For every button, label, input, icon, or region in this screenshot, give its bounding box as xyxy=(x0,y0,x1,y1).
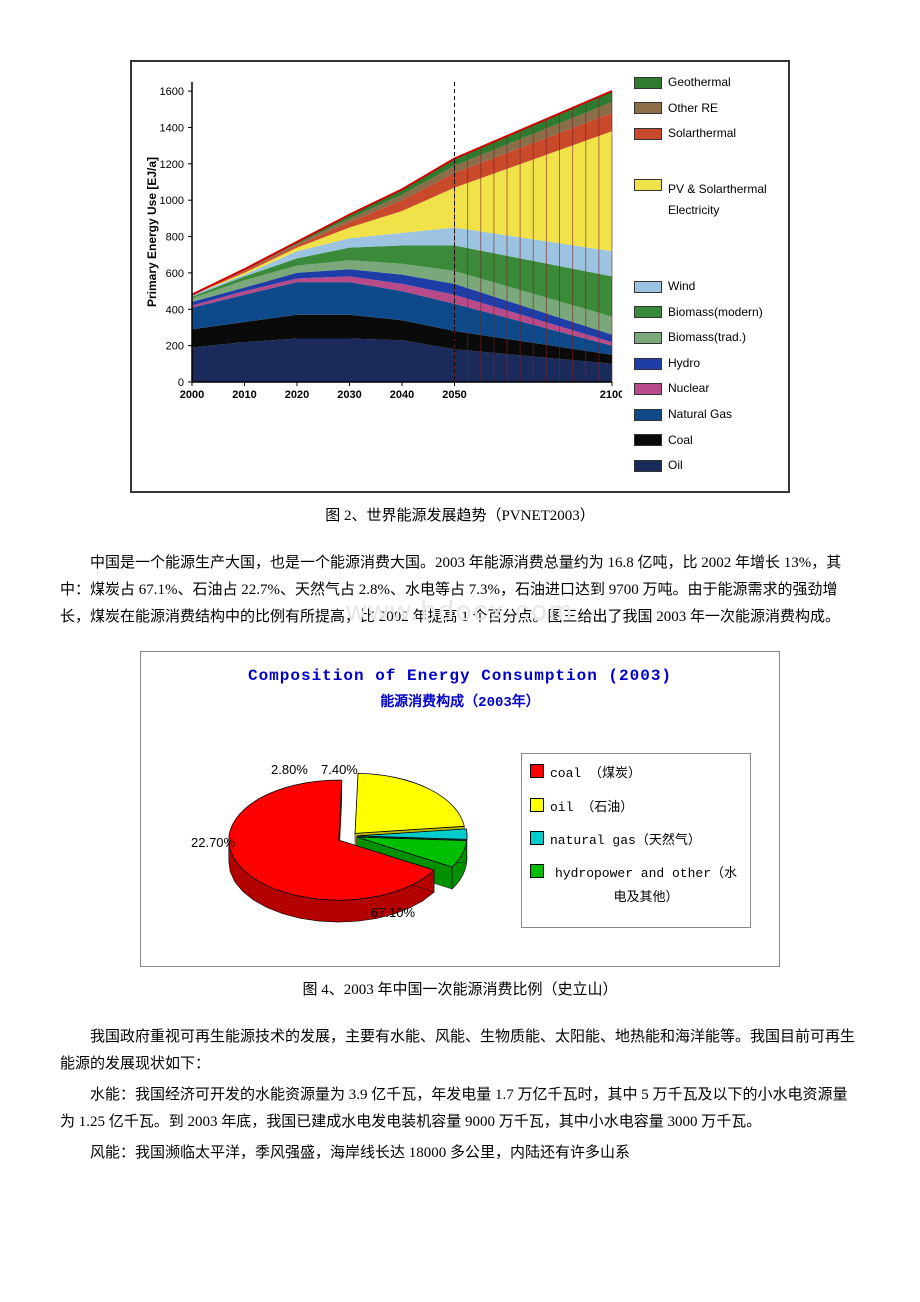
svg-text:2040: 2040 xyxy=(390,389,414,401)
paragraph-3: 水能：我国经济可开发的水能资源量为 3.9 亿千瓦，年发电量 1.7 万亿千瓦时… xyxy=(60,1082,860,1136)
legend-item: Biomass(trad.) xyxy=(634,327,778,349)
area-chart-box: 0 200 400 600 800 1000 1200 1400 1600 2000 2010 202… xyxy=(130,60,790,493)
pie-slice-label: 2.80% xyxy=(271,758,308,781)
svg-text:1600: 1600 xyxy=(160,86,184,98)
legend-item: Coal xyxy=(634,430,778,452)
svg-text:1200: 1200 xyxy=(160,159,184,171)
pie-chart-legend: coal （煤炭） oil （石油） natural gas（天然气） hydropo… xyxy=(521,753,751,928)
pie-chart-box: Composition of Energy Consumption (2003)… xyxy=(140,651,780,967)
legend-item: Hydro xyxy=(634,353,778,375)
svg-text:2010: 2010 xyxy=(232,389,256,401)
paragraph-4: 风能：我国濒临太平洋，季风强盛，海岸线长达 18000 多公里，内陆还有许多山系 xyxy=(60,1140,860,1167)
svg-text:2030: 2030 xyxy=(337,389,361,401)
svg-text:600: 600 xyxy=(166,268,184,280)
area-chart-figure: 0 200 400 600 800 1000 1200 1400 1600 2000 2010 202… xyxy=(60,60,860,530)
svg-text:2020: 2020 xyxy=(285,389,309,401)
pie-legend-item: oil （石油） xyxy=(530,796,742,819)
pie-title-en: Composition of Energy Consumption (2003) xyxy=(151,662,769,691)
pie-legend-item: coal （煤炭） xyxy=(530,762,742,785)
pie-legend-item: natural gas（天然气） xyxy=(530,829,742,852)
svg-text:1400: 1400 xyxy=(160,122,184,134)
paragraph-1: 中国是一个能源生产大国，也是一个能源消费大国。2003 年能源消费总量约为 16… xyxy=(60,550,860,631)
svg-text:0: 0 xyxy=(178,377,184,389)
svg-text:400: 400 xyxy=(166,304,184,316)
legend-item: Oil xyxy=(634,455,778,477)
legend-item: Nuclear xyxy=(634,378,778,400)
area-chart-plot: 0 200 400 600 800 1000 1200 1400 1600 2000 2010 202… xyxy=(142,72,622,422)
pie-slice-label: 22.70% xyxy=(191,831,235,854)
svg-text:2050: 2050 xyxy=(442,389,466,401)
legend-item: Other RE xyxy=(634,98,778,120)
legend-item: Natural Gas xyxy=(634,404,778,426)
paragraph-2: 我国政府重视可再生能源技术的发展，主要有水能、风能、生物质能、太阳能、地热能和海… xyxy=(60,1024,860,1078)
pie-legend-item: hydropower and other（水电及其他） xyxy=(530,862,742,909)
svg-text:Primary Energy Use [EJ/a]: Primary Energy Use [EJ/a] xyxy=(145,157,159,307)
paragraph-block-1: 中国是一个能源生产大国，也是一个能源消费大国。2003 年能源消费总量约为 16… xyxy=(60,550,860,631)
pie-chart-caption: 图 4、2003 年中国一次能源消费比例（史立山） xyxy=(60,977,860,1004)
svg-text:1000: 1000 xyxy=(160,195,184,207)
legend-item: Solarthermal xyxy=(634,123,778,145)
pie-chart-plot: 67.10% 22.70% 2.80% 7.40% xyxy=(151,726,511,956)
legend-item: Wind xyxy=(634,276,778,298)
svg-text:200: 200 xyxy=(166,341,184,353)
svg-text:800: 800 xyxy=(166,232,184,244)
area-chart-caption: 图 2、世界能源发展趋势（PVNET2003） xyxy=(60,503,860,530)
legend-item: PV & Solarthermal Electricity xyxy=(634,179,778,222)
pie-slice-label: 67.10% xyxy=(371,901,415,924)
legend-item: Biomass(modern) xyxy=(634,302,778,324)
svg-text:2000: 2000 xyxy=(180,389,204,401)
pie-title-cn: 能源消费构成（2003年） xyxy=(151,691,769,716)
area-chart-legend: Geothermal Other RE Solarthermal PV & Sola… xyxy=(634,72,778,481)
pie-chart-figure: Composition of Energy Consumption (2003)… xyxy=(60,651,860,1004)
svg-text:2100: 2100 xyxy=(600,389,622,401)
legend-item: Geothermal xyxy=(634,72,778,94)
pie-slice-label: 7.40% xyxy=(321,758,358,781)
